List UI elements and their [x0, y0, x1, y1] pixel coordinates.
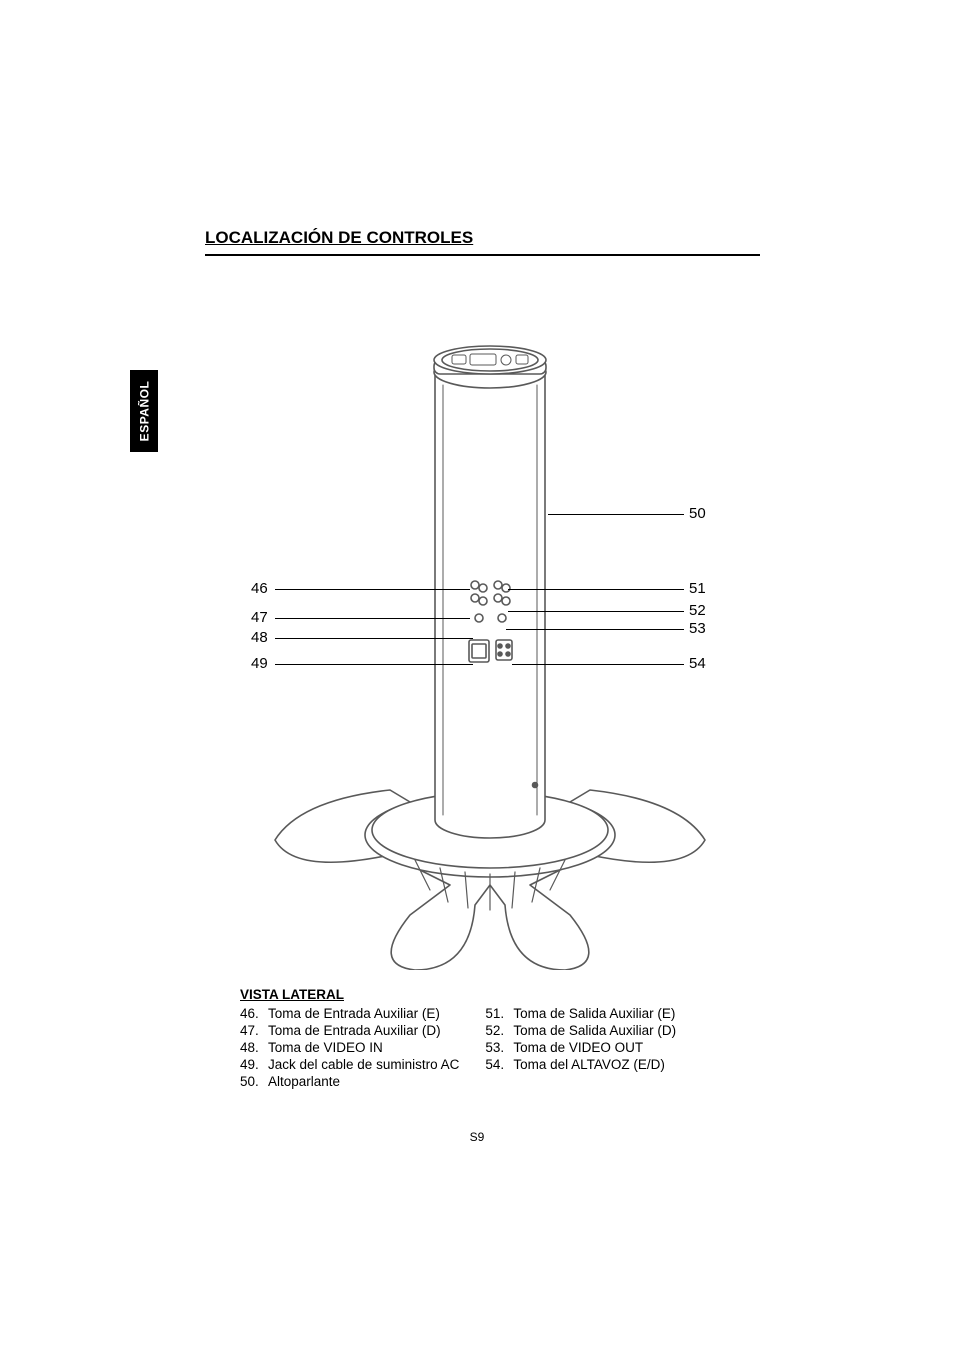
callout-line — [275, 664, 473, 665]
manual-page: ESPAÑOL LOCALIZACIÓN DE CONTROLES — [0, 0, 954, 1350]
list-item: 48.Toma de VIDEO IN — [240, 1040, 459, 1057]
list-text: Toma de VIDEO IN — [268, 1040, 383, 1057]
list-text: Toma de Entrada Auxiliar (D) — [268, 1023, 441, 1040]
list-num: 48. — [240, 1040, 268, 1057]
list-text: Toma de Entrada Auxiliar (E) — [268, 1006, 440, 1023]
list-text: Toma de Salida Auxiliar (E) — [513, 1006, 675, 1023]
callout-num: 47 — [251, 609, 268, 626]
list-item: 53.Toma de VIDEO OUT — [485, 1040, 676, 1057]
parts-list-left: 46.Toma de Entrada Auxiliar (E) 47.Toma … — [240, 1006, 459, 1090]
callout-num: 50 — [689, 505, 706, 522]
callout-num: 49 — [251, 655, 268, 672]
page-heading: LOCALIZACIÓN DE CONTROLES — [205, 228, 760, 252]
list-num: 53. — [485, 1040, 513, 1057]
list-item: 49.Jack del cable de suministro AC — [240, 1057, 459, 1074]
parts-list: 46.Toma de Entrada Auxiliar (E) 47.Toma … — [240, 1006, 676, 1090]
callout-num: 51 — [689, 580, 706, 597]
callout-line — [548, 514, 684, 515]
callout-num: 52 — [689, 602, 706, 619]
list-item: 50.Altoparlante — [240, 1074, 459, 1091]
heading-block: LOCALIZACIÓN DE CONTROLES — [205, 228, 760, 256]
list-text: Jack del cable de suministro AC — [268, 1057, 459, 1074]
callout-num: 48 — [251, 629, 268, 646]
callout-line — [275, 638, 473, 639]
list-item: 51.Toma de Salida Auxiliar (E) — [485, 1006, 676, 1023]
product-diagram — [240, 330, 740, 970]
list-text: Toma de VIDEO OUT — [513, 1040, 643, 1057]
list-num: 46. — [240, 1006, 268, 1023]
callout-num: 54 — [689, 655, 706, 672]
subheading: VISTA LATERAL — [240, 987, 344, 1002]
list-num: 52. — [485, 1023, 513, 1040]
list-num: 49. — [240, 1057, 268, 1074]
list-text: Altoparlante — [268, 1074, 340, 1091]
list-num: 50. — [240, 1074, 268, 1091]
callout-line — [508, 611, 684, 612]
callout-line — [508, 589, 684, 590]
callout-line — [275, 618, 470, 619]
callout-line — [506, 629, 684, 630]
callout-num: 46 — [251, 580, 268, 597]
language-tab: ESPAÑOL — [130, 370, 158, 452]
page-number: S9 — [0, 1130, 954, 1144]
callout-num: 53 — [689, 620, 706, 637]
callout-line — [275, 589, 470, 590]
list-num: 54. — [485, 1057, 513, 1074]
language-tab-label: ESPAÑOL — [137, 381, 151, 442]
heading-rule — [205, 254, 760, 256]
parts-list-right: 51.Toma de Salida Auxiliar (E) 52.Toma d… — [485, 1006, 676, 1090]
callout-line — [512, 664, 684, 665]
list-text: Toma de Salida Auxiliar (D) — [513, 1023, 676, 1040]
list-item: 47.Toma de Entrada Auxiliar (D) — [240, 1023, 459, 1040]
list-text: Toma del ALTAVOZ (E/D) — [513, 1057, 665, 1074]
list-num: 47. — [240, 1023, 268, 1040]
list-item: 46.Toma de Entrada Auxiliar (E) — [240, 1006, 459, 1023]
list-item: 52.Toma de Salida Auxiliar (D) — [485, 1023, 676, 1040]
list-item: 54.Toma del ALTAVOZ (E/D) — [485, 1057, 676, 1074]
list-num: 51. — [485, 1006, 513, 1023]
